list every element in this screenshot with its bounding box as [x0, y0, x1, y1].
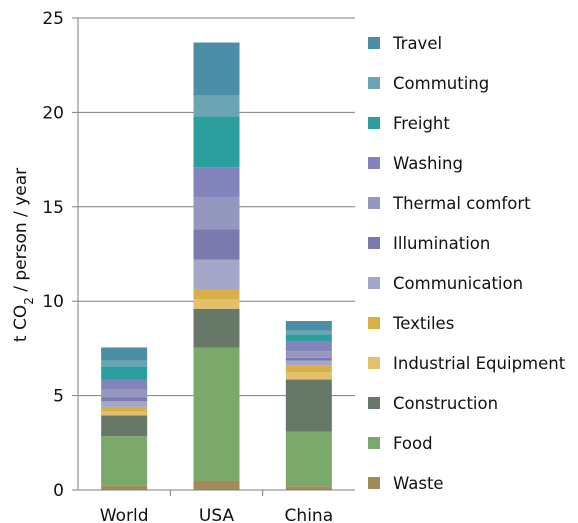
- bar-segment-world-construction: [101, 415, 148, 437]
- bar-segment-world-thermal-comfort: [101, 388, 148, 398]
- bar-segment-usa-travel: [193, 42, 240, 96]
- legend-label-industrial-equipment: Industrial Equipment: [393, 354, 566, 373]
- bar-segment-world-industrial-equipment: [101, 411, 148, 416]
- bar-segment-usa-food: [193, 347, 240, 481]
- legend-swatch-food: [368, 437, 380, 449]
- bar-segment-usa-freight: [193, 116, 240, 168]
- legend-swatch-washing: [368, 157, 380, 169]
- bar-segment-china-construction: [285, 379, 332, 432]
- x-category-label-world: World: [100, 506, 149, 523]
- bar-segment-usa-communication: [193, 259, 240, 290]
- bar-segment-world-travel: [101, 347, 148, 361]
- y-tick-label-2: 10: [42, 292, 64, 312]
- bar-segment-china-communication: [285, 360, 332, 366]
- legend-label-commuting: Commuting: [393, 74, 489, 93]
- legend-label-construction: Construction: [393, 394, 498, 413]
- bar-segment-usa-illumination: [193, 229, 240, 260]
- bar-segment-world-washing: [101, 379, 148, 389]
- legend-swatch-commuting: [368, 77, 380, 89]
- legend-swatch-industrial-equipment: [368, 357, 380, 369]
- y-tick-label-4: 20: [42, 103, 64, 123]
- bar-segment-china-textiles: [285, 365, 332, 372]
- bar-segment-china-thermal-comfort: [285, 351, 332, 358]
- y-axis-label-subscript: 2: [22, 297, 36, 305]
- bar-segment-china-illumination: [285, 357, 332, 361]
- x-category-label-china: China: [285, 506, 334, 523]
- legend-label-waste: Waste: [393, 474, 444, 493]
- legend-swatch-illumination: [368, 237, 380, 249]
- legend: Travel Commuting Freight Washing Thermal com…: [368, 34, 566, 493]
- legend-label-food: Food: [393, 434, 433, 453]
- legend-label-freight: Freight: [393, 114, 450, 133]
- legend-swatch-travel: [368, 37, 380, 49]
- bar-segment-world-illumination: [101, 397, 148, 402]
- legend-label-travel: Travel: [392, 34, 442, 53]
- bar-segment-usa-thermal-comfort: [193, 197, 240, 230]
- bar-segment-usa-industrial-equipment: [193, 299, 240, 309]
- bar-segment-world-food: [101, 436, 148, 486]
- legend-label-washing: Washing: [393, 154, 463, 173]
- bar-segment-world-commuting: [101, 360, 148, 367]
- legend-swatch-waste: [368, 477, 380, 489]
- y-axis-label-suffix: / person / year: [11, 168, 31, 297]
- bar-segment-world-freight: [101, 366, 148, 380]
- bar-segment-china-travel: [285, 321, 332, 331]
- bar-segment-world-waste: [101, 485, 148, 490]
- x-category-labels: World USA China: [100, 506, 333, 523]
- bar-segment-usa-waste: [193, 480, 240, 490]
- bar-segment-china-waste: [285, 486, 332, 490]
- legend-label-communication: Communication: [393, 274, 523, 293]
- legend-swatch-textiles: [368, 317, 380, 329]
- y-tick-label-0: 0: [53, 481, 64, 501]
- x-category-label-usa: USA: [199, 506, 235, 523]
- legend-swatch-freight: [368, 117, 380, 129]
- axes: [72, 17, 355, 496]
- y-axis-label: t CO2 / person / year: [11, 168, 36, 342]
- legend-label-thermal-comfort: Thermal comfort: [392, 194, 531, 213]
- legend-label-textiles: Textiles: [392, 314, 454, 333]
- bar-segment-usa-commuting: [193, 95, 240, 117]
- bar-segment-china-industrial-equipment: [285, 372, 332, 380]
- legend-swatch-thermal-comfort: [368, 197, 380, 209]
- bar-segment-china-washing: [285, 341, 332, 352]
- bars: [101, 42, 332, 490]
- legend-swatch-construction: [368, 397, 380, 409]
- legend-label-illumination: Illumination: [393, 234, 490, 253]
- bar-segment-china-food: [285, 431, 332, 487]
- y-tick-label-3: 15: [42, 198, 64, 218]
- y-tick-label-5: 25: [42, 9, 64, 29]
- y-tick-label-1: 5: [53, 387, 64, 407]
- bar-segment-world-communication: [101, 401, 148, 407]
- bar-segment-usa-washing: [193, 167, 240, 198]
- bar-segment-usa-textiles: [193, 289, 240, 300]
- legend-swatch-communication: [368, 277, 380, 289]
- bar-segment-usa-construction: [193, 308, 240, 348]
- bar-segment-china-commuting: [285, 330, 332, 335]
- y-axis-label-prefix: t CO: [11, 305, 31, 342]
- bar-segment-china-freight: [285, 334, 332, 342]
- bar-segment-world-textiles: [101, 406, 148, 412]
- y-tick-labels: 0 5 10 15 20 25: [42, 9, 64, 501]
